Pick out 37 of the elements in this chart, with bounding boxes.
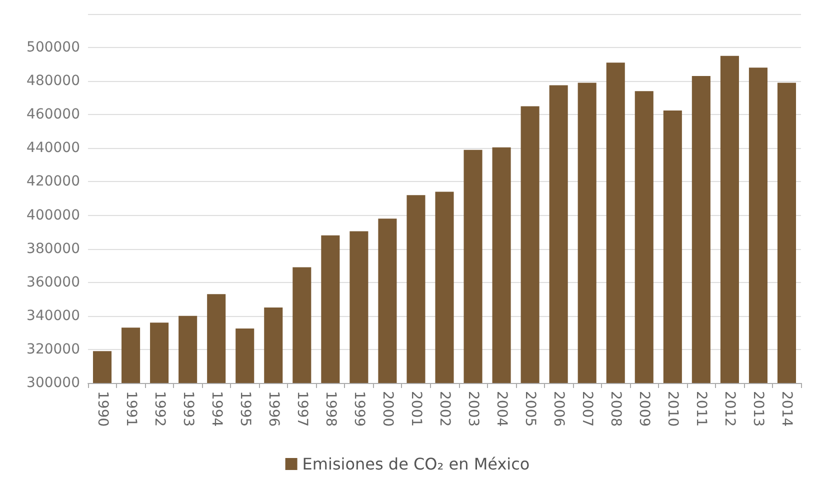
x-tick-label: 1997	[294, 391, 310, 427]
x-tick-label: 1999	[350, 391, 367, 427]
x-tick-label: 2010	[664, 391, 681, 427]
x-tick-label: 2005	[522, 391, 538, 427]
x-tick-label: 1990	[94, 391, 110, 427]
y-tick-label: 480000	[26, 73, 80, 90]
y-tick-label: 380000	[26, 240, 80, 257]
x-tick-label: 2011	[693, 391, 710, 427]
x-tick-label: 2007	[579, 391, 596, 427]
x-tick-label: 2000	[379, 391, 396, 427]
x-tick-label: 2002	[436, 391, 452, 427]
y-tick-label: 300000	[26, 375, 80, 391]
x-tick-label: 2003	[465, 391, 482, 427]
x-tick-label: 2009	[636, 391, 652, 427]
y-tick-label: 500000	[26, 40, 80, 56]
x-tick-label: 1995	[236, 391, 253, 427]
y-tick-label: 440000	[26, 140, 80, 156]
x-tick-label: 2006	[550, 391, 567, 427]
x-tick-label: 2004	[494, 391, 510, 427]
x-tick-label: 1993	[180, 391, 196, 427]
x-tick-label: 2008	[608, 391, 624, 427]
legend-label: Emisiones de CO₂ en México	[302, 454, 530, 474]
x-tick-label: 2013	[750, 391, 766, 427]
y-tick-label: 320000	[26, 341, 80, 358]
x-tick-label: 2014	[778, 391, 795, 427]
x-tick-label: 1991	[122, 391, 139, 427]
y-tick-label: 340000	[26, 308, 80, 324]
y-tick-label: 360000	[26, 274, 80, 290]
x-tick-label: 1992	[151, 391, 168, 427]
y-tick-label: 460000	[26, 106, 80, 123]
x-tick-label: 1996	[265, 391, 282, 427]
x-tick-label: 2001	[408, 391, 424, 427]
y-tick-label: 420000	[26, 174, 80, 190]
x-tick-label: 1994	[208, 391, 224, 427]
x-tick-label: 2012	[722, 391, 738, 427]
y-tick-label: 400000	[26, 207, 80, 224]
x-tick-label: 1998	[322, 391, 338, 427]
